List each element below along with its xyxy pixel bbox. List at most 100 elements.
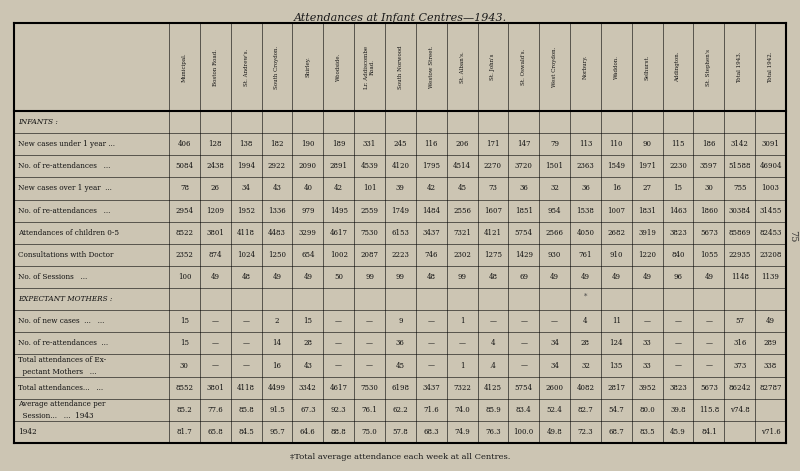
Text: —: — <box>212 362 218 370</box>
Text: Attendances at Infant Centres—1943.: Attendances at Infant Centres—1943. <box>294 13 506 23</box>
Text: EXPECTANT MOTHERS :: EXPECTANT MOTHERS : <box>18 295 112 303</box>
Text: 4539: 4539 <box>361 162 378 171</box>
Text: 1: 1 <box>460 317 464 325</box>
Text: 27: 27 <box>642 185 652 193</box>
Text: 4125: 4125 <box>484 384 502 392</box>
Text: 2090: 2090 <box>299 162 317 171</box>
Text: —: — <box>706 362 712 370</box>
Text: 190: 190 <box>301 140 314 148</box>
Text: 1538: 1538 <box>577 207 594 215</box>
Text: 74.0: 74.0 <box>454 406 470 414</box>
Text: 338: 338 <box>764 362 777 370</box>
Text: 43: 43 <box>273 185 282 193</box>
Text: 6153: 6153 <box>391 229 410 237</box>
Text: 65.8: 65.8 <box>207 428 223 436</box>
Text: Average attendance per: Average attendance per <box>18 400 106 408</box>
Text: —: — <box>706 317 712 325</box>
Text: 5754: 5754 <box>514 229 533 237</box>
Text: Attendances of children 0-5: Attendances of children 0-5 <box>18 229 119 237</box>
Text: 32: 32 <box>581 362 590 370</box>
Text: 36: 36 <box>581 185 590 193</box>
Text: —: — <box>242 362 250 370</box>
Text: 69: 69 <box>519 273 528 281</box>
Text: 3720: 3720 <box>515 162 533 171</box>
Text: 101: 101 <box>362 185 376 193</box>
Text: 49: 49 <box>210 273 220 281</box>
Text: 1795: 1795 <box>422 162 440 171</box>
Text: 3342: 3342 <box>299 384 317 392</box>
Text: .4: .4 <box>490 362 496 370</box>
Text: 76.1: 76.1 <box>362 406 378 414</box>
Text: 3801: 3801 <box>206 229 224 237</box>
Text: 1484: 1484 <box>422 207 440 215</box>
Text: New cases under 1 year ...: New cases under 1 year ... <box>18 140 115 148</box>
Text: Session...   ...  1943: Session... ... 1943 <box>18 412 94 420</box>
Text: 2891: 2891 <box>330 162 348 171</box>
Text: Westow Street.: Westow Street. <box>429 46 434 88</box>
Text: 15: 15 <box>180 317 189 325</box>
Text: Norbury.: Norbury. <box>583 55 588 79</box>
Text: 45: 45 <box>458 185 466 193</box>
Text: No. of re-attendances   ...: No. of re-attendances ... <box>18 207 110 215</box>
Text: —: — <box>212 340 218 348</box>
Text: 7530: 7530 <box>361 229 378 237</box>
Text: 68.3: 68.3 <box>423 428 439 436</box>
Text: 1220: 1220 <box>638 251 656 259</box>
Text: 654: 654 <box>301 251 314 259</box>
Text: 874: 874 <box>209 251 222 259</box>
Text: 75: 75 <box>789 230 798 242</box>
Text: 138: 138 <box>239 140 253 148</box>
Text: —: — <box>242 340 250 348</box>
Text: ⅴ71.6: ⅴ71.6 <box>761 428 781 436</box>
Text: 49: 49 <box>642 273 652 281</box>
Text: Total 1943.: Total 1943. <box>738 51 742 83</box>
Text: —: — <box>242 317 250 325</box>
Text: 39.8: 39.8 <box>670 406 686 414</box>
Text: 30: 30 <box>705 185 714 193</box>
Text: 147: 147 <box>517 140 530 148</box>
Text: 128: 128 <box>209 140 222 148</box>
Text: 182: 182 <box>270 140 284 148</box>
Text: 95.7: 95.7 <box>269 428 285 436</box>
Text: 116: 116 <box>425 140 438 148</box>
Text: 3142: 3142 <box>730 140 749 148</box>
Text: 171: 171 <box>486 140 500 148</box>
Text: 2352: 2352 <box>175 251 194 259</box>
Text: 4499: 4499 <box>268 384 286 392</box>
Text: —: — <box>520 362 527 370</box>
Text: 99: 99 <box>396 273 405 281</box>
Text: 43: 43 <box>303 362 312 370</box>
Text: 979: 979 <box>301 207 314 215</box>
Text: 1952: 1952 <box>237 207 255 215</box>
Text: 30384: 30384 <box>729 207 751 215</box>
Text: 2556: 2556 <box>453 207 471 215</box>
Text: 49: 49 <box>550 273 559 281</box>
Text: —: — <box>366 340 373 348</box>
Text: 5673: 5673 <box>700 384 718 392</box>
Text: 1994: 1994 <box>237 162 255 171</box>
Text: 75.0: 75.0 <box>362 428 378 436</box>
Text: 7322: 7322 <box>453 384 471 392</box>
Text: 1003: 1003 <box>762 185 779 193</box>
Text: 3437: 3437 <box>422 384 440 392</box>
Text: 57.8: 57.8 <box>393 428 408 436</box>
Text: 1055: 1055 <box>700 251 718 259</box>
Text: *: * <box>584 293 587 301</box>
Text: 49: 49 <box>303 273 312 281</box>
Text: West Croydon.: West Croydon. <box>552 47 557 87</box>
Text: 3823: 3823 <box>669 384 687 392</box>
Text: 96: 96 <box>674 273 682 281</box>
Text: 83.5: 83.5 <box>639 428 655 436</box>
Text: 2302: 2302 <box>453 251 471 259</box>
Text: 3823: 3823 <box>669 229 687 237</box>
Text: —: — <box>674 362 682 370</box>
Text: 113: 113 <box>578 140 592 148</box>
Text: St. Alban's.: St. Alban's. <box>459 51 465 83</box>
Text: 54.7: 54.7 <box>609 406 624 414</box>
Text: 2230: 2230 <box>669 162 687 171</box>
Text: 31455: 31455 <box>759 207 782 215</box>
Text: 40: 40 <box>303 185 312 193</box>
Text: 115: 115 <box>671 140 685 148</box>
Text: 4514: 4514 <box>453 162 471 171</box>
Text: 77.6: 77.6 <box>207 406 223 414</box>
